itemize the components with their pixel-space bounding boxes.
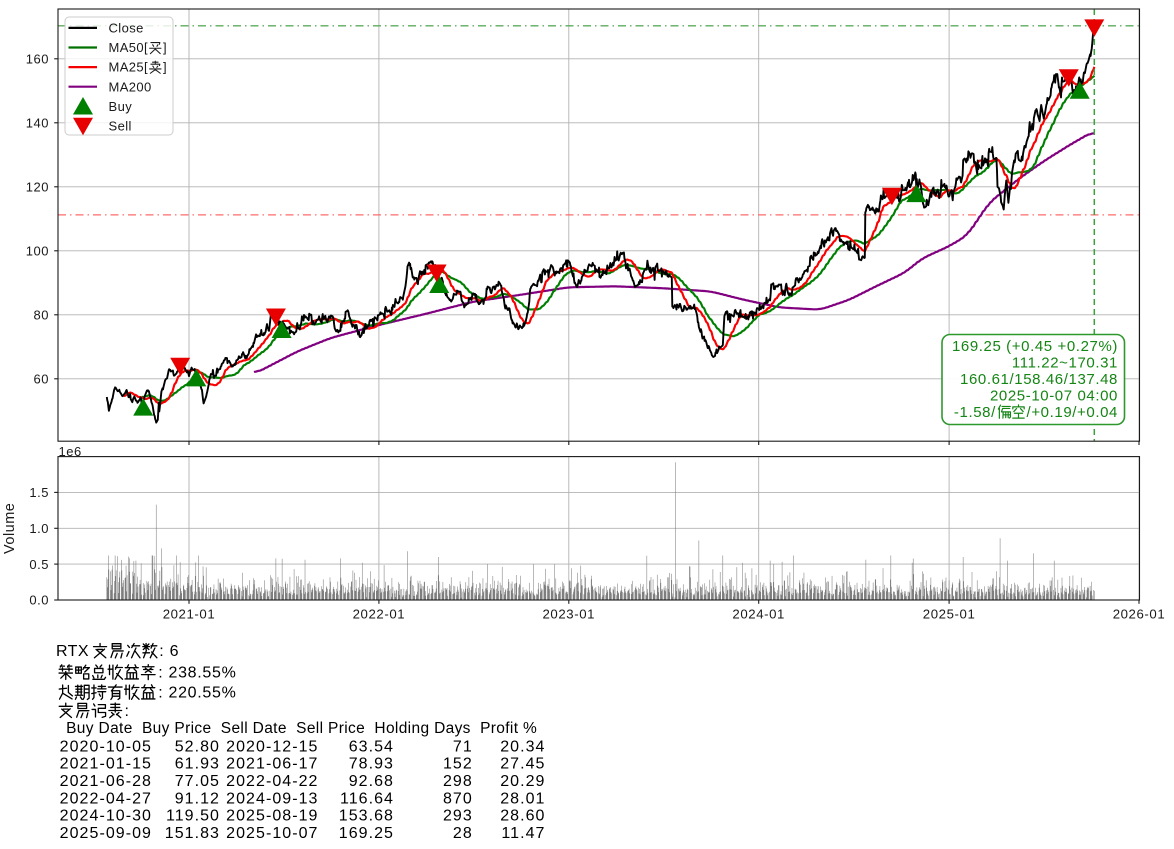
svg-text:77.05: 77.05: [175, 773, 220, 790]
svg-text:152: 152: [443, 756, 473, 773]
svg-text:63.54: 63.54: [349, 738, 394, 755]
svg-text:RTX: RTX: [56, 643, 89, 660]
svg-text:2026-01: 2026-01: [1113, 607, 1166, 622]
svg-text:0.5: 0.5: [29, 557, 49, 572]
svg-text:1.0: 1.0: [29, 521, 49, 536]
svg-text:1.5: 1.5: [29, 485, 49, 500]
svg-text:116.64: 116.64: [340, 790, 394, 807]
svg-text:52.80: 52.80: [175, 738, 220, 755]
svg-text:160: 160: [26, 51, 49, 66]
svg-text:28.01: 28.01: [500, 790, 545, 807]
svg-text:2023-01: 2023-01: [542, 607, 595, 622]
svg-text:140: 140: [26, 115, 49, 130]
svg-text:111.22~170.31: 111.22~170.31: [1012, 354, 1118, 371]
svg-text:MA200: MA200: [109, 79, 152, 94]
svg-text:28.60: 28.60: [500, 808, 545, 825]
svg-text:2024-10-30: 2024-10-30: [60, 808, 152, 825]
svg-text:Buy Date Buy Price Sell Date: Buy Date Buy Price Sell Date Sell Price …: [57, 720, 537, 737]
svg-text:2020-10-05: 2020-10-05: [60, 738, 152, 755]
svg-text:2022-04-22: 2022-04-22: [226, 773, 318, 790]
svg-text:2021-06-17: 2021-06-17: [226, 756, 318, 773]
svg-text:2022-01: 2022-01: [353, 607, 406, 622]
svg-text:20.29: 20.29: [500, 773, 545, 790]
svg-text:298: 298: [443, 773, 473, 790]
svg-text:2025-08-19: 2025-08-19: [226, 808, 318, 825]
svg-text:2024-01: 2024-01: [732, 607, 785, 622]
svg-text:27.45: 27.45: [500, 756, 545, 773]
svg-text:78.93: 78.93: [349, 756, 394, 773]
svg-text:119.50: 119.50: [166, 808, 220, 825]
svg-text:]: ]: [163, 40, 167, 55]
svg-text:169.25 (+0.45 +0.27%): 169.25 (+0.45 +0.27%): [952, 338, 1118, 355]
svg-text:151.83: 151.83: [165, 825, 220, 842]
svg-text:60: 60: [34, 371, 49, 386]
svg-text:Sell: Sell: [109, 119, 132, 134]
svg-text:2020-12-15: 2020-12-15: [226, 738, 318, 755]
svg-text:153.68: 153.68: [339, 808, 394, 825]
svg-text:28: 28: [453, 825, 473, 842]
svg-text:20.34: 20.34: [500, 738, 545, 755]
svg-text:2022-04-27: 2022-04-27: [60, 790, 152, 807]
svg-text:Buy: Buy: [109, 99, 133, 114]
svg-text:169.25: 169.25: [339, 825, 394, 842]
svg-text:2021-06-28: 2021-06-28: [60, 773, 152, 790]
svg-text:MA25[: MA25[: [109, 60, 149, 75]
svg-text:: 238.55%: : 238.55%: [158, 665, 236, 682]
svg-text:-1.58/: -1.58/: [954, 404, 996, 421]
svg-text:: 6: : 6: [159, 643, 179, 660]
svg-text:2025-10-07 04:00: 2025-10-07 04:00: [990, 387, 1118, 404]
svg-text:92.68: 92.68: [349, 773, 394, 790]
svg-text:2025-09-09: 2025-09-09: [60, 825, 152, 842]
svg-text:MA50[: MA50[: [109, 40, 149, 55]
svg-text:100: 100: [26, 243, 49, 258]
svg-text:]: ]: [163, 60, 167, 75]
svg-text:293: 293: [443, 808, 473, 825]
svg-text:120: 120: [26, 179, 49, 194]
svg-text:Close: Close: [109, 21, 144, 36]
svg-text:2024-09-13: 2024-09-13: [226, 790, 318, 807]
svg-text:2021-01-15: 2021-01-15: [60, 756, 152, 773]
svg-text:Volume: Volume: [2, 503, 18, 554]
svg-text:870: 870: [443, 790, 473, 807]
svg-text:/+0.19/+0.04: /+0.19/+0.04: [1027, 404, 1118, 421]
svg-text:160.61/158.46/137.48: 160.61/158.46/137.48: [960, 371, 1118, 388]
svg-text:2025-01: 2025-01: [923, 607, 976, 622]
svg-text:: 220.55%: : 220.55%: [158, 685, 236, 702]
svg-text:2025-10-07: 2025-10-07: [226, 825, 318, 842]
svg-text::: :: [125, 703, 130, 720]
svg-text:71: 71: [453, 738, 473, 755]
svg-text:11.47: 11.47: [501, 825, 545, 842]
svg-text:2021-01: 2021-01: [163, 607, 216, 622]
svg-text:0.0: 0.0: [29, 593, 49, 608]
svg-text:80: 80: [34, 307, 49, 322]
svg-text:91.12: 91.12: [175, 790, 220, 807]
svg-text:61.93: 61.93: [175, 756, 220, 773]
svg-text:1e6: 1e6: [59, 444, 82, 459]
